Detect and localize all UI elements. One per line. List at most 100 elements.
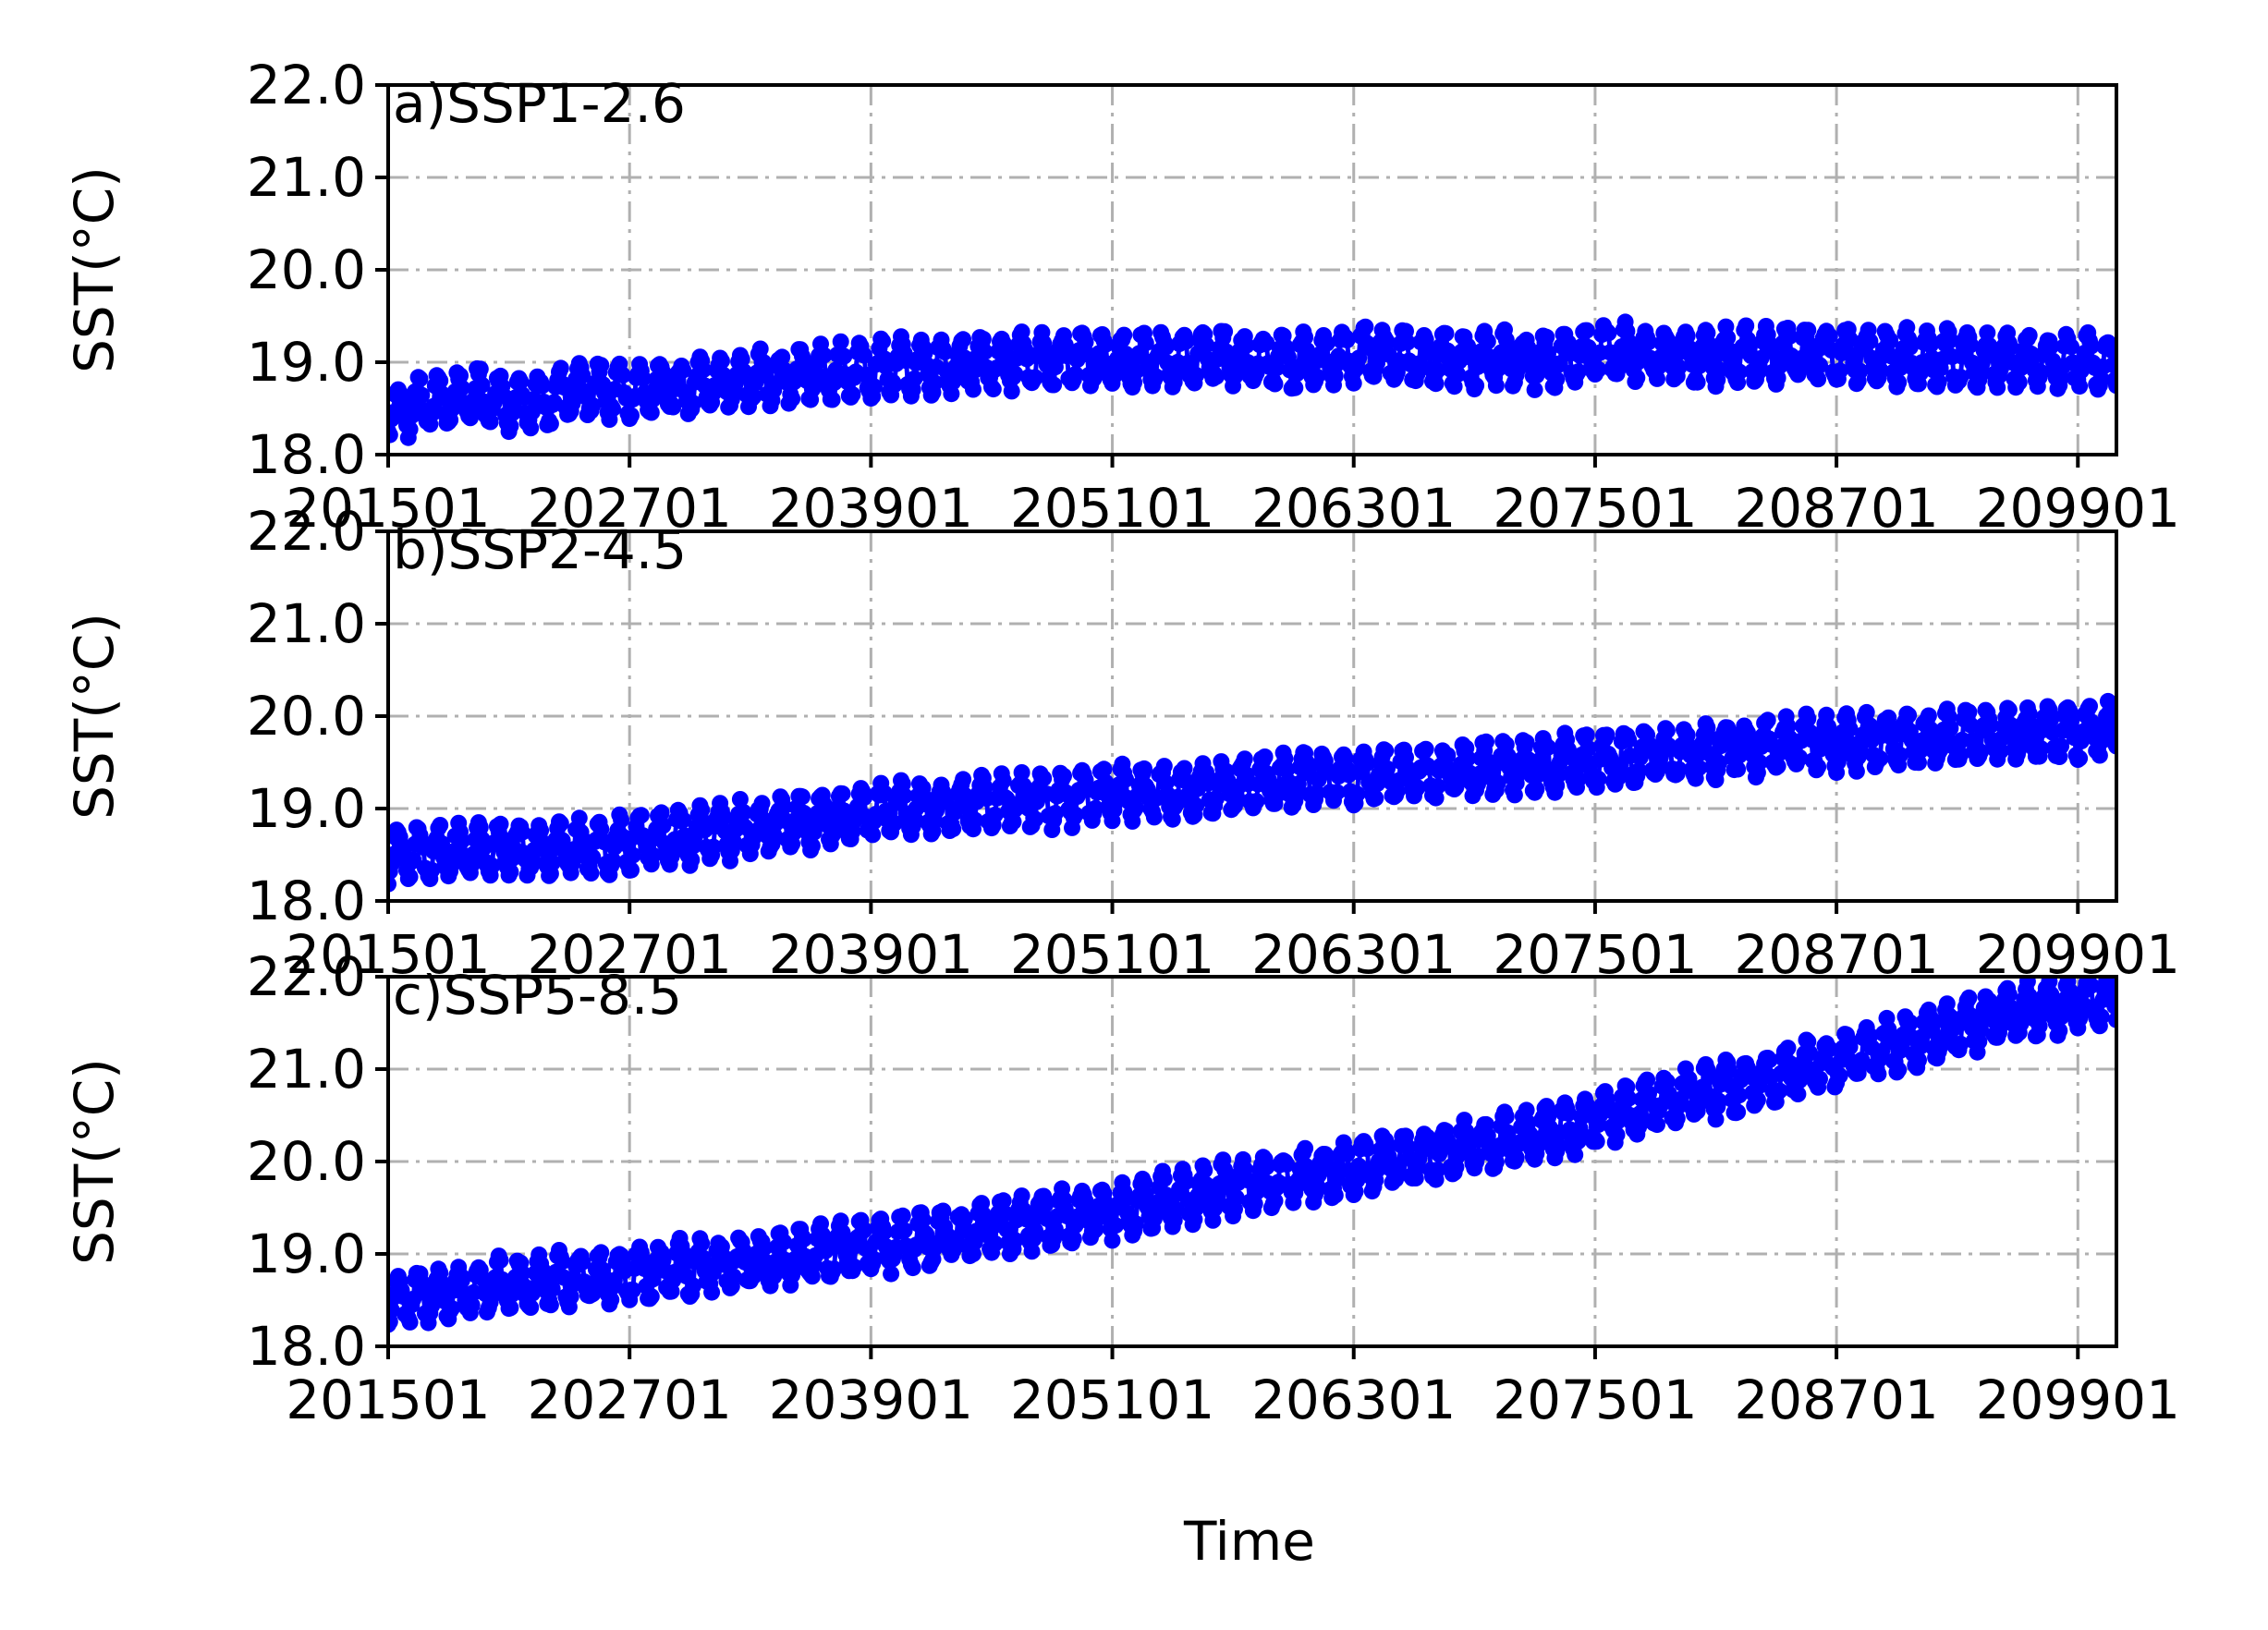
data-point	[2108, 377, 2116, 395]
data-point	[522, 420, 540, 437]
data-point	[1750, 753, 1768, 771]
data-point	[725, 1268, 742, 1285]
x-tick-label: 207501	[1493, 1368, 1697, 1431]
data-point	[1960, 989, 1978, 1006]
panel-1: 18.0 19.0 20.0 21.0 22.0 201501 202701 203901 20…	[63, 54, 2180, 540]
data-point	[1738, 317, 1755, 335]
data-point	[1208, 368, 1225, 385]
y-axis-label: SST(°C)	[63, 1058, 126, 1265]
data-point	[774, 348, 791, 366]
data-point	[1318, 335, 1335, 352]
data-point	[1858, 703, 1875, 721]
data-point	[512, 372, 530, 390]
data-point	[1960, 703, 1978, 721]
data-point	[1841, 1039, 1859, 1055]
data-point	[1027, 1222, 1044, 1239]
data-point	[703, 1283, 721, 1301]
y-tick-label: 20.0	[247, 1130, 366, 1193]
data-point	[1328, 784, 1346, 801]
data-point	[1588, 1133, 1605, 1150]
data-point	[2002, 716, 2019, 734]
data-point	[1280, 348, 1297, 366]
y-tick-label: 22.0	[247, 945, 366, 1008]
data-point	[1670, 359, 1688, 376]
data-point	[2108, 1011, 2116, 1028]
data-point	[1569, 1132, 1587, 1150]
data-point	[1579, 739, 1597, 757]
data-point	[945, 821, 962, 838]
data-point	[704, 838, 722, 856]
data-point	[1145, 809, 1163, 826]
data-point	[1841, 331, 1859, 348]
data-point	[1711, 1092, 1728, 1110]
data-point	[1608, 1126, 1626, 1144]
data-point	[1759, 712, 1776, 729]
data-point	[1528, 780, 1545, 797]
data-point	[965, 381, 982, 398]
data-point	[1478, 733, 1494, 750]
data-point	[1872, 750, 1889, 767]
data-point	[1035, 770, 1053, 787]
data-point	[564, 855, 581, 871]
x-tick-label: 202701	[527, 1368, 731, 1431]
data-point	[432, 372, 449, 389]
data-point	[582, 865, 600, 882]
data-point	[413, 386, 431, 404]
data-point	[2000, 986, 2018, 1004]
data-point	[1890, 373, 1908, 391]
x-tick-label: 202701	[527, 477, 731, 540]
x-tick-label: 203901	[769, 1368, 973, 1431]
x-tick-label: 205101	[1010, 1368, 1214, 1431]
data-point	[1761, 1052, 1778, 1069]
data-point	[1729, 760, 1747, 778]
data-point	[1729, 1103, 1747, 1121]
data-point	[1297, 329, 1314, 346]
y-tick-label: 22.0	[247, 500, 366, 563]
y-axis-label: SST(°C)	[63, 613, 126, 820]
data-point	[675, 361, 692, 379]
data-point	[1377, 742, 1395, 760]
data-point	[1711, 754, 1728, 772]
data-point	[894, 1207, 911, 1224]
x-tick-label: 206301	[1251, 477, 1456, 540]
data-point	[1006, 365, 1024, 383]
data-point	[914, 1211, 932, 1228]
data-point	[1649, 370, 1665, 387]
data-point	[693, 1235, 711, 1252]
data-point	[683, 851, 701, 869]
data-point	[388, 426, 398, 444]
series-3	[388, 977, 2116, 1333]
data-point	[1921, 336, 1939, 354]
data-point	[835, 347, 853, 365]
panel-label: b)SSP2-4.5	[393, 518, 687, 581]
data-point	[815, 347, 833, 364]
data-point	[463, 1296, 481, 1314]
data-point	[1479, 1127, 1496, 1144]
data-point	[1266, 1192, 1284, 1210]
data-point	[934, 1202, 952, 1220]
data-point	[1631, 1104, 1649, 1122]
data-point	[1639, 1071, 1656, 1089]
data-point	[1338, 332, 1356, 349]
data-point	[2020, 326, 2038, 344]
data-point	[2053, 737, 2070, 755]
data-point	[794, 788, 811, 806]
data-point	[825, 1260, 843, 1278]
data-point	[665, 398, 682, 416]
data-point	[1236, 750, 1253, 768]
data-point	[623, 861, 640, 879]
data-point	[966, 811, 983, 829]
data-point	[856, 347, 873, 364]
data-point	[1721, 1062, 1738, 1079]
x-tick-label: 205101	[1010, 477, 1214, 540]
data-point	[1972, 743, 1990, 760]
data-point	[1023, 1243, 1041, 1260]
data-point	[1107, 365, 1125, 383]
data-point	[1658, 722, 1676, 739]
data-point	[1427, 375, 1445, 393]
data-point	[453, 1271, 470, 1289]
y-tick-label: 19.0	[247, 1222, 366, 1285]
data-point	[775, 797, 793, 815]
data-point	[1992, 1017, 2009, 1034]
data-point	[986, 1235, 1004, 1252]
